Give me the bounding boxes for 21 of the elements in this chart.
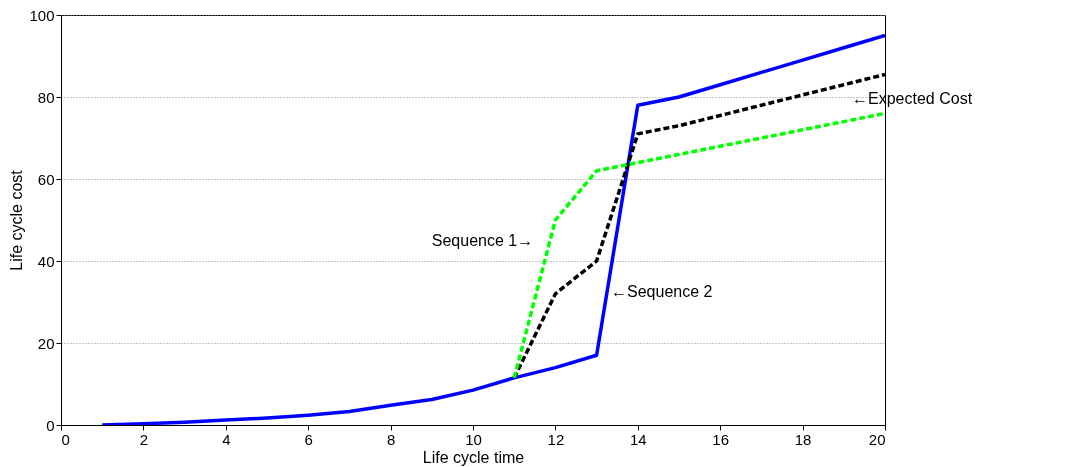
y-tick-label: 40	[37, 252, 55, 270]
y-tick-label: 80	[37, 88, 55, 106]
y-tick-label: 100	[29, 6, 55, 24]
x-tick-label: 16	[712, 430, 730, 448]
x-tick-label: 8	[386, 430, 396, 448]
x-axis-title: Life cycle time	[422, 448, 525, 466]
x-tick-label: 6	[304, 430, 313, 448]
x-tick-label: 2	[139, 430, 149, 448]
y-tick-label: 20	[37, 334, 55, 352]
x-tick-label: 14	[629, 430, 647, 448]
y-axis-title: Life cycle cost	[8, 169, 26, 271]
x-tick-label: 0	[61, 430, 70, 448]
annotation: ←Sequence 2	[611, 282, 713, 300]
annotation: Sequence 1→	[431, 231, 534, 249]
y-tick-label: 60	[37, 170, 55, 188]
x-tick-label: 4	[222, 430, 231, 448]
x-tick-label: 10	[465, 430, 482, 448]
x-tick-label: 20	[868, 430, 886, 448]
y-tick-label: 0	[46, 416, 55, 434]
x-tick-label: 18	[794, 430, 812, 448]
x-tick-label: 12	[547, 430, 565, 448]
